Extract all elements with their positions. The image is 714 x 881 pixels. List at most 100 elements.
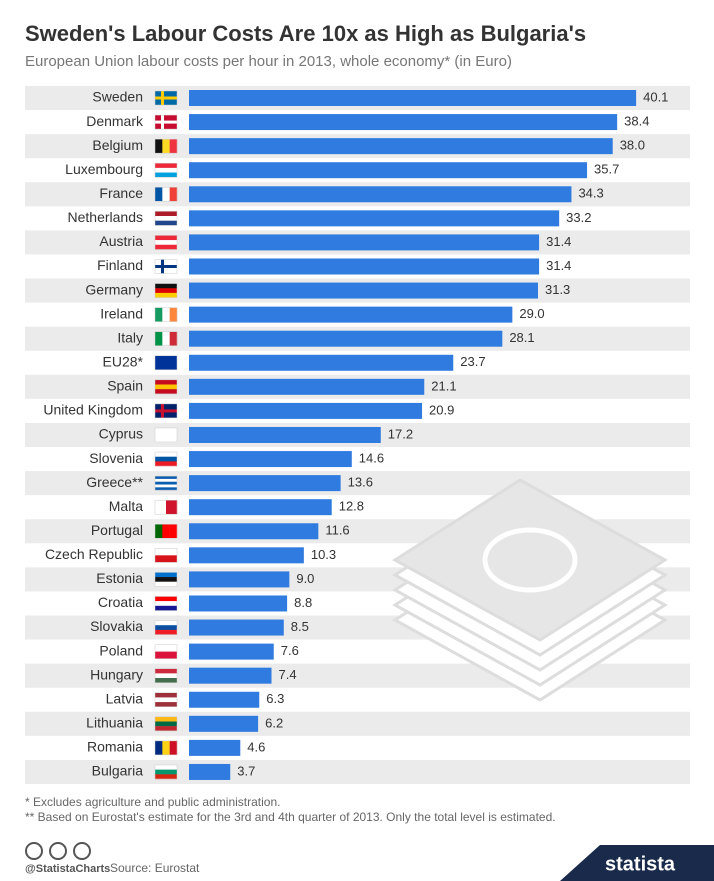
- flag: [154, 740, 178, 756]
- flag-stripe: [162, 307, 170, 322]
- flag-border: [154, 90, 178, 106]
- flag-stripe: [166, 500, 178, 515]
- bar: [189, 451, 352, 468]
- flag-cross: [155, 96, 177, 100]
- bar: [189, 763, 231, 780]
- flag-stripe: [155, 605, 177, 611]
- flag-cross: [155, 120, 177, 124]
- bar: [189, 523, 319, 540]
- category-label: Austria: [99, 233, 143, 249]
- flag-stripe: [155, 769, 177, 775]
- flag-stripe: [155, 139, 163, 154]
- value-label: 34.3: [578, 186, 603, 201]
- bar: [189, 547, 304, 564]
- flag-stripe: [155, 389, 177, 395]
- flag-border: [154, 403, 178, 419]
- bar: [189, 378, 425, 395]
- flag-stripe: [155, 379, 177, 385]
- flag-stripe: [155, 596, 177, 602]
- value-label: 8.8: [294, 595, 312, 610]
- value-label: 7.4: [279, 667, 297, 682]
- flag-stripe: [162, 740, 170, 755]
- flag-stripe: [155, 601, 177, 607]
- flag-stripe: [155, 331, 163, 346]
- value-label: 28.1: [509, 330, 534, 345]
- flag-stripe: [169, 331, 178, 346]
- category-label: Czech Republic: [45, 546, 143, 562]
- flag-stripe: [155, 620, 177, 626]
- value-label: 17.2: [388, 426, 413, 441]
- flag-border: [154, 451, 178, 467]
- flag-stripe: [155, 244, 177, 250]
- flag: [154, 451, 178, 467]
- value-label: 31.3: [545, 282, 570, 297]
- license-icons: [25, 842, 91, 860]
- category-label: Latvia: [106, 690, 144, 706]
- flag-stripe: [155, 220, 177, 226]
- flag-stripe: [155, 452, 177, 457]
- flag-stripe: [155, 697, 177, 703]
- chart-subtitle: European Union labour costs per hour in …: [25, 53, 512, 70]
- bar: [189, 739, 241, 756]
- value-label: 35.7: [594, 162, 619, 177]
- flag-stripe: [155, 644, 177, 652]
- flag-stripe: [162, 187, 170, 202]
- bar: [189, 499, 332, 516]
- flag: [154, 90, 178, 106]
- category-label: Denmark: [86, 113, 144, 129]
- flag-stripe: [155, 288, 177, 294]
- flag-border: [154, 499, 178, 515]
- flag: [154, 283, 178, 298]
- category-label: United Kingdom: [43, 402, 143, 418]
- flag-stripe: [155, 307, 163, 322]
- flag-border: [154, 379, 178, 395]
- flag: [154, 307, 178, 322]
- flag-stripe: [169, 524, 178, 539]
- flag-stripe: [169, 139, 178, 154]
- flag-stripe: [155, 292, 177, 298]
- flag-stripe: [155, 651, 177, 659]
- flag-border: [154, 235, 178, 250]
- flag-cross: [161, 91, 164, 105]
- value-label: 20.9: [429, 402, 454, 417]
- bar: [189, 114, 618, 131]
- value-label: 8.5: [291, 619, 309, 634]
- flag-stripe: [155, 172, 177, 178]
- value-label: 13.6: [348, 475, 373, 490]
- flag-stripe: [155, 167, 177, 173]
- flag-stripe: [155, 235, 177, 241]
- bar: [189, 595, 288, 612]
- flag: [154, 403, 178, 419]
- flag: [154, 379, 178, 395]
- category-label: Spain: [107, 378, 143, 394]
- flag-border: [154, 211, 178, 226]
- row-band: [25, 471, 690, 496]
- value-label: 29.0: [519, 306, 544, 321]
- flag-border: [154, 475, 178, 491]
- source: Source: Eurostat: [110, 861, 200, 875]
- flag-stripe: [155, 577, 177, 582]
- flag-stripe: [155, 216, 177, 221]
- bar: [189, 691, 260, 708]
- flag-stripe: [155, 692, 177, 698]
- flag-border: [154, 740, 178, 756]
- flag: [154, 235, 178, 250]
- flag-stripe: [169, 307, 178, 322]
- value-label: 23.7: [460, 354, 485, 369]
- value-label: 14.6: [359, 450, 384, 465]
- category-label: Malta: [109, 498, 143, 514]
- category-label: Hungary: [90, 666, 143, 682]
- flag-stripe: [155, 384, 177, 390]
- flag: [154, 114, 178, 130]
- flag-stripe: [155, 500, 167, 515]
- category-label: Luxembourg: [65, 161, 143, 177]
- footnote: * Excludes agriculture and public admini…: [25, 795, 280, 809]
- flag-stripe: [155, 673, 177, 679]
- flag-stripe: [155, 716, 177, 722]
- value-label: 31.4: [546, 234, 571, 249]
- flag-border: [154, 596, 178, 611]
- flag-border: [154, 524, 178, 539]
- flag: [154, 427, 178, 443]
- flag-stripe: [169, 740, 178, 755]
- flag-cross: [161, 115, 164, 130]
